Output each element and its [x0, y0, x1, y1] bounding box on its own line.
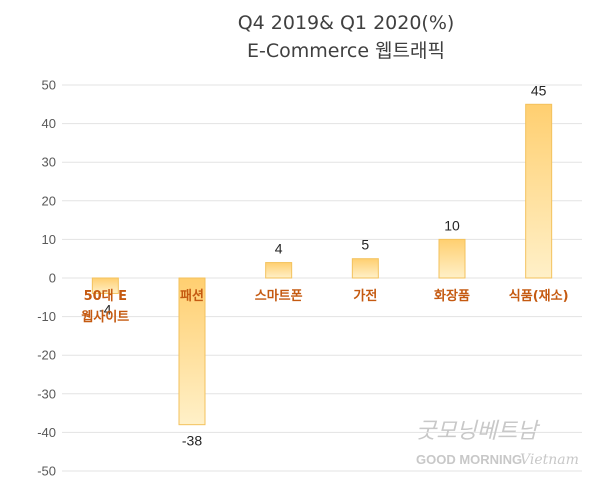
y-tick-label: -30: [37, 386, 56, 401]
category-label: 스마트폰: [255, 288, 303, 304]
data-label: -4: [99, 301, 112, 317]
watermark-logo: 굿모닝베트남 GOOD MORNING Vietnam: [416, 419, 579, 468]
gridlines: [62, 84, 582, 472]
watermark-main-text: GOOD MORNING: [416, 452, 522, 467]
category-label: 50대 E: [84, 289, 127, 304]
data-label: 45: [531, 82, 547, 98]
y-tick-label: 30: [42, 155, 56, 170]
watermark-script-text: 굿모닝베트남: [416, 419, 540, 444]
y-tick-label: 50: [42, 78, 56, 93]
category-label: 화장품: [434, 288, 470, 304]
watermark-script-word: Vietnam: [520, 452, 579, 468]
chart-subtitle: E-Commerce 웹트래픽: [247, 40, 445, 62]
data-label: -38: [182, 433, 202, 449]
category-labels: 50대 E 웹사이트 패션 스마트폰 가전 화장품 식품(재소): [81, 288, 568, 325]
category-label: 웹사이트: [81, 309, 129, 325]
bars: [91, 103, 553, 426]
y-tick-label: -40: [37, 425, 56, 440]
y-tick-label: 40: [42, 116, 56, 131]
category-label: 식품(재소): [509, 288, 569, 304]
data-label: 10: [444, 217, 460, 233]
y-tick-label: 20: [42, 193, 56, 208]
chart-title: Q4 2019& Q1 2020(%): [238, 12, 455, 34]
y-tick-label: -10: [37, 309, 56, 324]
bar: [178, 277, 206, 426]
bar: [525, 103, 553, 279]
y-axis-ticks: 50 40 30 20 10 0 -10 -20 -30 -40 -50: [37, 78, 56, 479]
bar: [91, 277, 119, 294]
y-tick-label: -50: [37, 464, 56, 479]
bar: [438, 238, 466, 279]
bar: [265, 262, 293, 279]
data-label: 4: [275, 241, 283, 257]
y-tick-label: 10: [42, 232, 56, 247]
category-label: 가전: [353, 288, 377, 304]
y-tick-label: 0: [49, 271, 56, 286]
data-label: 5: [361, 237, 369, 253]
y-tick-label: -20: [37, 348, 56, 363]
category-label: 패션: [180, 289, 204, 304]
bar: [351, 258, 379, 279]
